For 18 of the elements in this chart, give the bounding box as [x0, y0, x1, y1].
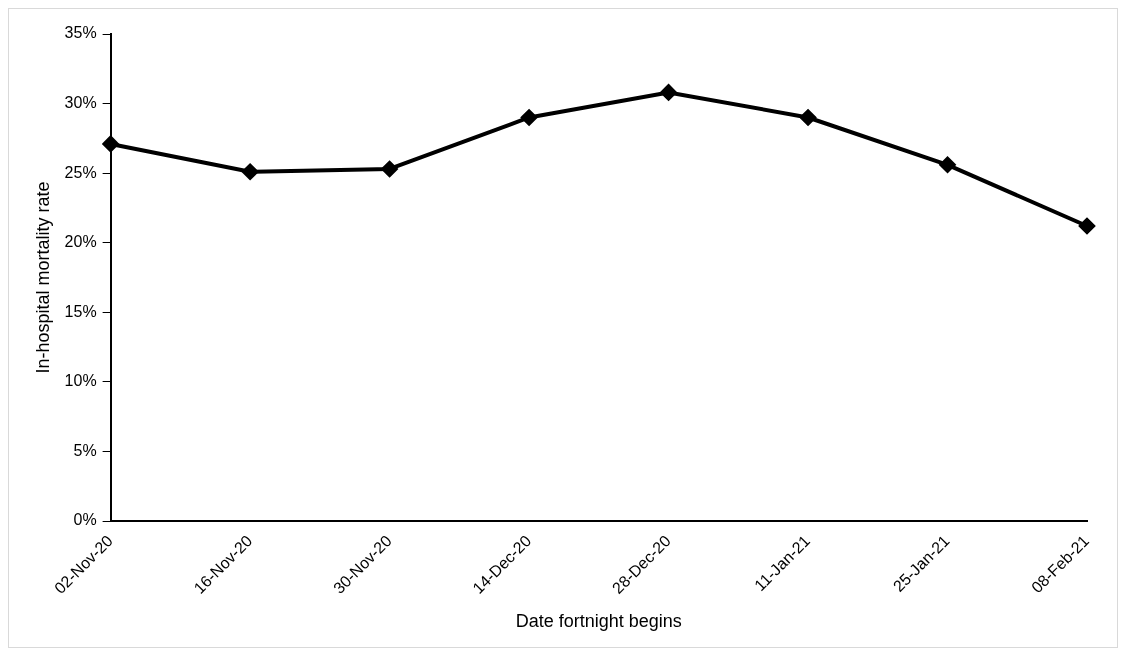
point: [939, 156, 956, 173]
y-tick-label: 25%: [64, 163, 97, 181]
y-tick-label: 15%: [64, 302, 97, 320]
y-tick-label: 10%: [64, 372, 97, 390]
point: [800, 109, 817, 126]
point: [660, 84, 677, 101]
point: [381, 160, 398, 177]
point: [521, 109, 538, 126]
point: [242, 163, 259, 180]
y-tick-label: 0%: [73, 511, 97, 529]
point: [1079, 218, 1095, 235]
y-tick-label: 5%: [73, 441, 97, 459]
y-tick-label: 30%: [64, 93, 97, 111]
y-tick-label: 20%: [64, 233, 97, 251]
y-tick-label: 35%: [64, 24, 97, 42]
y-axis-title: In-hospital mortality rate: [32, 181, 53, 374]
x-axis-title: Date fortnight begins: [515, 611, 682, 632]
point: [102, 135, 119, 152]
